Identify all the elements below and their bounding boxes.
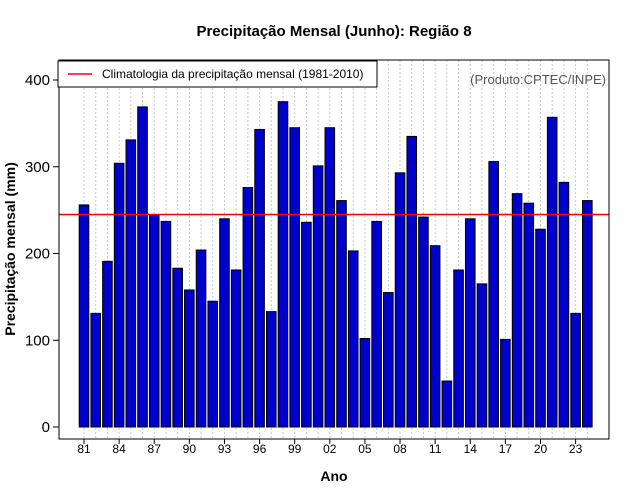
plot-frame: [58, 59, 610, 440]
bar-1991: [195, 249, 207, 428]
x-tick-label-20: 20: [534, 442, 548, 456]
x-tick-label-23: 23: [569, 442, 583, 456]
bar-1988: [160, 220, 172, 428]
chart-title: Precipitação Mensal (Junho): Região 8: [196, 23, 471, 40]
bar-series: [78, 101, 593, 428]
legend-box: [57, 60, 378, 88]
bar-2016: [488, 161, 499, 428]
x-axis: 81 84 87 90 93 96 99 02 05 08 11 14 17 20 23: [77, 439, 583, 456]
credit-text: (Produto:CPTEC/INPE): [470, 72, 606, 87]
x-tick-label-08: 08: [393, 442, 407, 456]
bar-1996: [254, 128, 265, 428]
bar-1987: [148, 214, 160, 428]
bar-2017: [500, 338, 511, 428]
bar-1984: [113, 162, 125, 428]
bar-1983: [102, 260, 113, 428]
legend: Climatologia da precipitação mensal (198…: [57, 60, 378, 88]
bar-1981: [78, 204, 90, 428]
x-tick-label-05: 05: [358, 442, 372, 456]
bar-1998: [277, 101, 289, 428]
bar-2001: [312, 165, 324, 428]
bar-2011: [429, 245, 441, 428]
y-axis: 0 100 200 300 400: [25, 72, 59, 436]
bar-2015: [476, 283, 488, 428]
bar-2023: [570, 312, 581, 428]
y-axis-label: Precipitação mensal (mm): [2, 162, 18, 336]
x-tick-label-14: 14: [464, 442, 478, 456]
bar-2014: [464, 218, 476, 428]
bar-1995: [242, 187, 254, 428]
bar-2006: [371, 220, 382, 428]
x-axis-label: Ano: [320, 468, 347, 484]
y-tick-label-100: 100: [25, 332, 50, 349]
bar-2020: [535, 228, 546, 428]
bar-1992: [207, 300, 219, 428]
bar-1990: [184, 289, 195, 428]
bar-2007: [383, 292, 394, 428]
bar-1982: [90, 312, 102, 428]
bar-2010: [418, 216, 429, 428]
x-tick-label-96: 96: [253, 442, 267, 456]
bar-1989: [172, 267, 183, 428]
bar-2012: [441, 380, 453, 428]
bar-1993: [219, 218, 230, 428]
bar-2024: [582, 200, 593, 428]
bar-2019: [523, 202, 535, 428]
x-tick-label-87: 87: [148, 442, 162, 456]
legend-label-climatology: Climatologia da precipitação mensal (198…: [102, 67, 363, 81]
y-tick-label-0: 0: [42, 419, 50, 436]
bar-1994: [230, 269, 242, 428]
bar-2004: [347, 250, 359, 428]
x-tick-label-02: 02: [323, 442, 337, 456]
y-tick-label-400: 400: [25, 72, 50, 89]
bar-1997: [265, 311, 277, 428]
y-tick-label-200: 200: [25, 246, 50, 263]
x-tick-label-84: 84: [112, 442, 126, 456]
bar-2013: [453, 269, 464, 428]
bar-2002: [324, 127, 336, 428]
x-tick-label-11: 11: [429, 442, 442, 456]
bar-2008: [394, 172, 406, 428]
bar-1999: [289, 127, 300, 428]
x-tick-label-81: 81: [77, 442, 91, 456]
y-tick-label-300: 300: [25, 159, 50, 176]
x-tick-label-90: 90: [183, 442, 197, 456]
bar-2022: [558, 181, 570, 428]
bar-1985: [125, 139, 137, 428]
bar-2000: [301, 221, 312, 428]
bar-1986: [137, 106, 148, 428]
bar-2021: [546, 116, 558, 428]
bar-2009: [406, 135, 418, 428]
bar-2003: [336, 200, 347, 428]
x-tick-label-17: 17: [499, 442, 513, 456]
bar-2018: [511, 193, 523, 428]
bar-2005: [359, 338, 371, 428]
x-tick-label-99: 99: [288, 442, 302, 456]
x-tick-label-93: 93: [218, 442, 232, 456]
